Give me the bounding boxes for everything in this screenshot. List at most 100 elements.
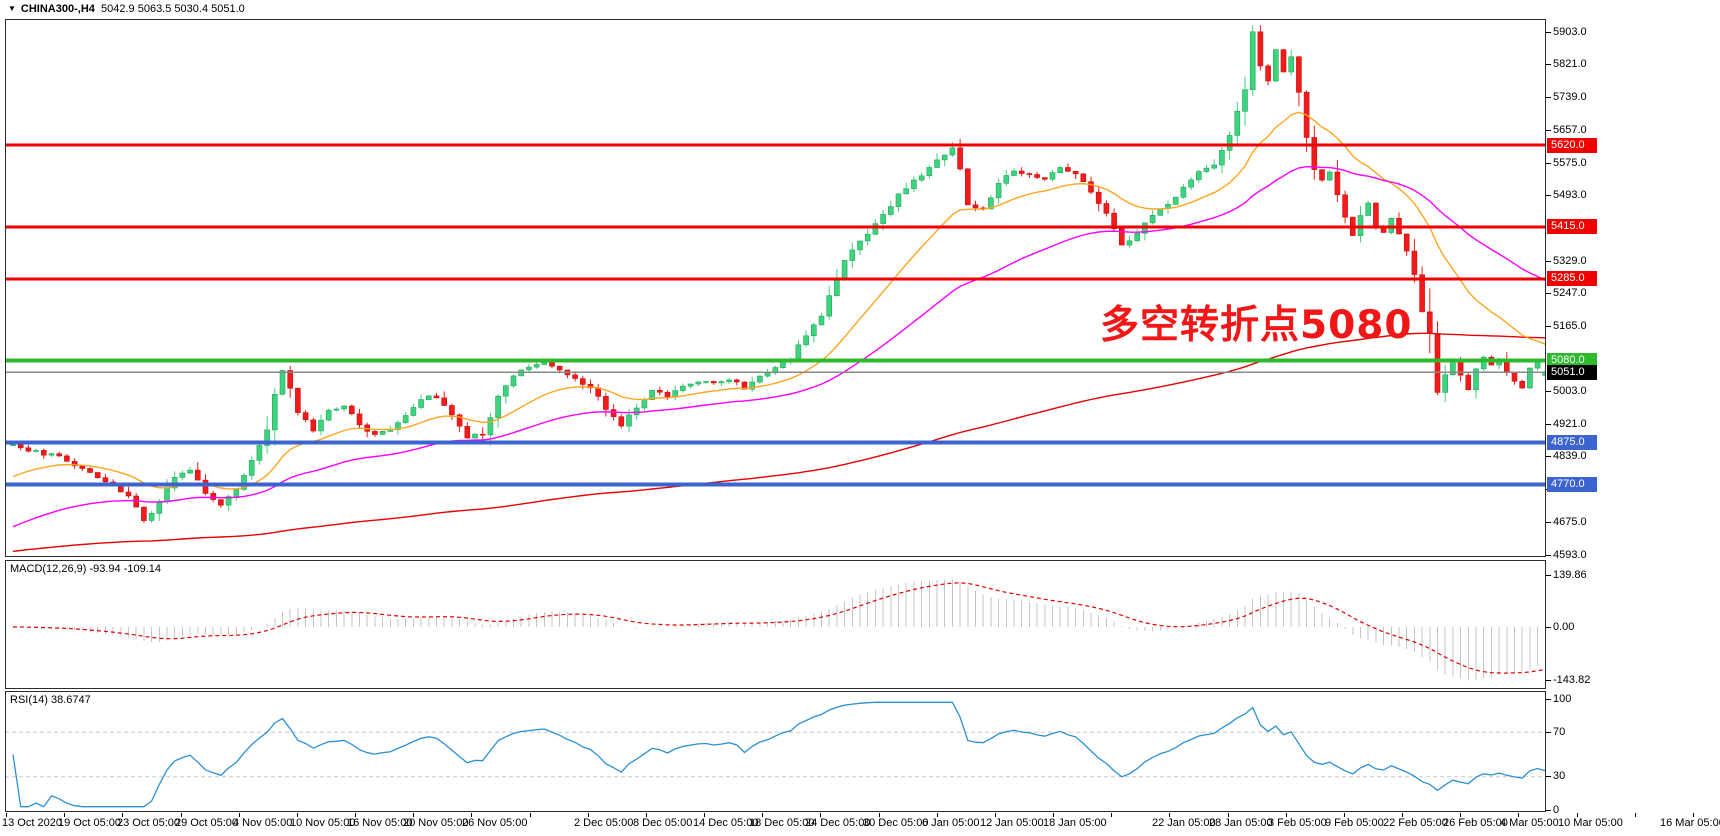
price-tick-label: 4593.0 — [1553, 549, 1587, 561]
moving-average-lines — [12, 111, 1546, 552]
level-price-tag: 5620.0 — [1547, 138, 1597, 153]
rsi-tick-mark — [1546, 699, 1551, 700]
macd-tick-label: 0.00 — [1553, 621, 1575, 633]
rsi-tick-mark — [1546, 810, 1551, 811]
time-axis-label: 30 Dec 05:00 — [863, 817, 929, 829]
time-tick-mark — [64, 813, 65, 817]
price-tick-label: 4921.0 — [1553, 418, 1587, 430]
time-tick-mark — [122, 813, 123, 817]
price-tick-mark — [1546, 391, 1551, 392]
main-price-chart[interactable] — [5, 19, 1546, 557]
current-price-tag: 5051.0 — [1547, 365, 1597, 380]
price-tick-mark — [1546, 130, 1551, 131]
rsi-tick-label: 70 — [1553, 726, 1566, 738]
price-tick-label: 5493.0 — [1553, 189, 1587, 201]
price-tick-label: 5657.0 — [1553, 124, 1587, 136]
price-tick-label: 5903.0 — [1553, 26, 1587, 38]
time-axis-label: 6 Jan 05:00 — [922, 817, 980, 829]
time-tick-mark — [704, 813, 705, 817]
time-axis-label: 13 Oct 2020 — [2, 817, 62, 829]
time-tick-mark — [1344, 813, 1345, 817]
time-tick-mark — [762, 813, 763, 817]
time-tick-mark — [820, 813, 821, 817]
price-tick-label: 5247.0 — [1553, 287, 1587, 299]
time-axis-label: 10 Mar 05:00 — [1558, 817, 1623, 829]
time-tick-mark — [6, 813, 7, 817]
rsi-line — [12, 701, 1546, 808]
macd-signal-line — [13, 582, 1546, 674]
time-axis-label: 29 Oct 05:00 — [175, 817, 238, 829]
time-tick-mark — [1577, 813, 1578, 817]
price-tick-mark — [1546, 163, 1551, 164]
price-tick-label: 5821.0 — [1553, 58, 1587, 70]
rsi-tick-mark — [1546, 776, 1551, 777]
ohlc-values-label: 5042.9 5063.5 5030.4 5051.0 — [101, 3, 245, 15]
macd-histogram — [20, 579, 1546, 681]
time-axis-label: 26 Feb 05:00 — [1443, 817, 1508, 829]
price-tick-mark — [1546, 64, 1551, 65]
time-tick-mark — [181, 813, 182, 817]
price-tick-mark — [1546, 261, 1551, 262]
level-price-tag: 4770.0 — [1547, 477, 1597, 492]
time-tick-mark — [995, 813, 996, 817]
rsi-tick-label: 0 — [1553, 804, 1560, 816]
price-tick-label: 5575.0 — [1553, 157, 1587, 169]
time-axis-label: 23 Oct 05:00 — [117, 817, 180, 829]
price-tick-mark — [1546, 195, 1551, 196]
ma-fast-line — [12, 111, 1546, 490]
price-tick-label: 5329.0 — [1553, 255, 1587, 267]
time-axis-label: 24 Dec 05:00 — [805, 817, 871, 829]
time-tick-mark — [1169, 813, 1170, 817]
time-tick-mark — [1635, 813, 1636, 817]
time-axis-label: 4 Mar 05:00 — [1500, 817, 1559, 829]
time-axis-label: 4 Nov 05:00 — [233, 817, 293, 829]
time-axis-label: 19 Oct 05:00 — [58, 817, 121, 829]
time-axis-label: 2 Dec 05:00 — [574, 817, 634, 829]
rsi-tick-mark — [1546, 732, 1551, 733]
time-tick-mark — [530, 813, 531, 817]
time-axis-label: 16 Nov 05:00 — [347, 817, 413, 829]
macd-tick-mark — [1546, 575, 1551, 576]
time-tick-mark — [1053, 813, 1054, 817]
macd-indicator-chart[interactable] — [5, 560, 1546, 689]
time-axis-label: 14 Dec 05:00 — [693, 817, 759, 829]
chart-title-bar: ▼ CHINA300-,H4 5042.9 5063.5 5030.4 5051.… — [8, 3, 245, 17]
ma-slow-line — [12, 332, 1546, 552]
time-tick-mark — [413, 813, 414, 817]
price-tick-mark — [1546, 293, 1551, 294]
price-tick-label: 5739.0 — [1553, 91, 1587, 103]
symbol-dropdown-icon[interactable]: ▼ — [8, 4, 16, 13]
ma-mid-line — [12, 165, 1546, 528]
time-tick-mark — [297, 813, 298, 817]
time-axis-label: 26 Nov 05:00 — [462, 817, 528, 829]
time-tick-mark — [1518, 813, 1519, 817]
macd-tick-label: -143.82 — [1553, 674, 1591, 686]
time-axis-label: 18 Dec 05:00 — [749, 817, 815, 829]
rsi-header-label: RSI(14) 38.6747 — [10, 694, 91, 706]
price-tick-label: 4675.0 — [1553, 516, 1587, 528]
time-tick-mark — [879, 813, 880, 817]
time-axis-label: 8 Dec 05:00 — [633, 817, 693, 829]
time-tick-mark — [1228, 813, 1229, 817]
symbol-timeframe-label: CHINA300-,H4 — [20, 3, 95, 15]
time-axis-label: 16 Mar 05:00 — [1660, 817, 1720, 829]
trend-turning-point-annotation: 多空转折点5080 — [1100, 303, 1413, 348]
time-axis-label: 3 Feb 05:00 — [1268, 817, 1327, 829]
time-axis-label: 10 Nov 05:00 — [290, 817, 356, 829]
candles — [10, 25, 1546, 523]
time-axis-label: 28 Jan 05:00 — [1209, 817, 1273, 829]
price-tick-label: 5003.0 — [1553, 385, 1587, 397]
time-tick-mark — [239, 813, 240, 817]
price-tick-mark — [1546, 555, 1551, 556]
price-tick-mark — [1546, 424, 1551, 425]
level-price-tag: 5285.0 — [1547, 271, 1597, 286]
rsi-tick-label: 100 — [1553, 693, 1572, 705]
rsi-indicator-chart[interactable] — [5, 691, 1546, 812]
price-tick-mark — [1546, 522, 1551, 523]
horizontal-level-lines[interactable] — [5, 143, 1546, 487]
time-tick-mark — [588, 813, 589, 817]
time-axis-label: 22 Jan 05:00 — [1152, 817, 1216, 829]
price-tick-mark — [1546, 97, 1551, 98]
price-tick-label: 5165.0 — [1553, 320, 1587, 332]
